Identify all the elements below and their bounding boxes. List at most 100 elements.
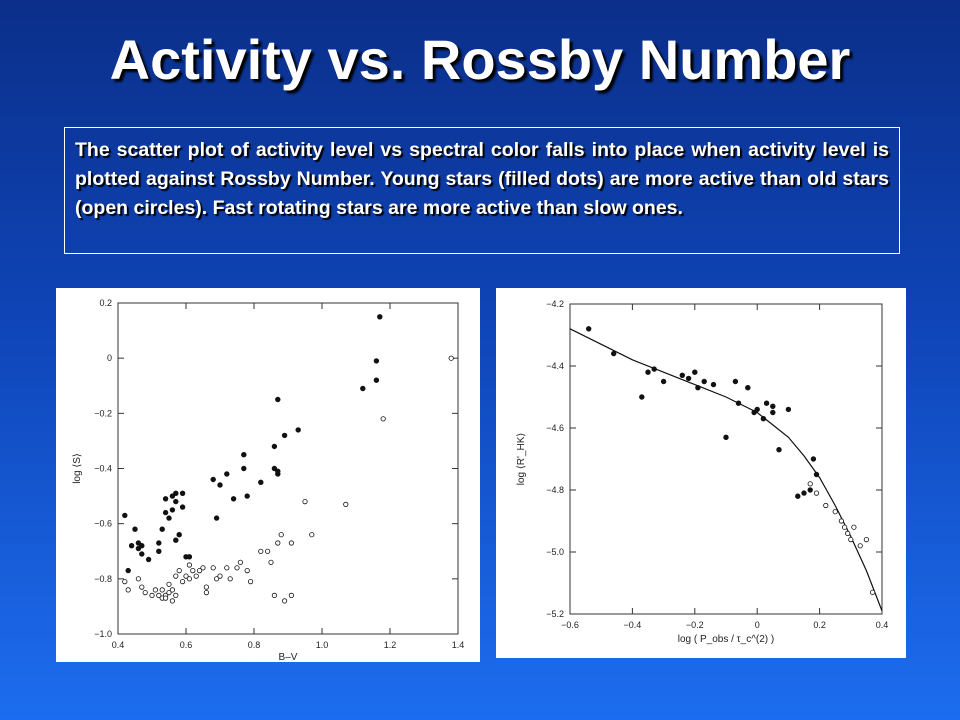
y-tick-label: −1.0 bbox=[94, 629, 112, 639]
filled-point bbox=[660, 378, 667, 385]
open-point bbox=[288, 592, 294, 598]
filled-point bbox=[685, 375, 692, 382]
y-tick-label: −5.0 bbox=[546, 547, 564, 557]
filled-point bbox=[125, 567, 131, 574]
x-tick-label: 1.2 bbox=[384, 640, 397, 650]
filled-point bbox=[156, 540, 162, 546]
open-point bbox=[152, 587, 159, 593]
open-point bbox=[275, 540, 281, 546]
filled-point bbox=[776, 447, 782, 453]
filled-point bbox=[258, 479, 264, 486]
filled-point bbox=[785, 406, 792, 413]
filled-point bbox=[132, 526, 138, 532]
open-point bbox=[848, 537, 854, 543]
y-tick-label: −0.4 bbox=[94, 464, 112, 474]
filled-point bbox=[807, 487, 813, 493]
filled-point bbox=[135, 545, 142, 552]
open-point bbox=[234, 565, 240, 571]
open-point bbox=[838, 518, 844, 524]
activity-vs-rossby-chart: −0.6 −0.4 −0.2 0 0.2 0.4 −4.2 −4.4 −4.6 −4.8 −5.0 −… bbox=[516, 299, 888, 645]
filled-point bbox=[373, 358, 380, 364]
open-point bbox=[122, 578, 128, 585]
open-point bbox=[227, 576, 233, 582]
open-point bbox=[248, 578, 254, 585]
open-point bbox=[125, 587, 131, 593]
filled-point bbox=[241, 452, 247, 458]
open-point bbox=[282, 598, 288, 604]
open-point bbox=[193, 573, 199, 579]
slide-title: Activity vs. Rossby Number bbox=[109, 28, 851, 91]
filled-point bbox=[128, 543, 135, 549]
filled-point bbox=[745, 384, 751, 391]
x-axis-label: B–V bbox=[279, 652, 298, 662]
filled-point bbox=[695, 384, 701, 391]
y-tick-label: −4.6 bbox=[546, 423, 564, 433]
y-axis-label: log ⟨S⟩ bbox=[72, 453, 83, 484]
open-point bbox=[302, 499, 308, 505]
filled-point bbox=[275, 396, 281, 403]
filled-point bbox=[241, 465, 247, 472]
filled-point bbox=[271, 465, 278, 472]
filled-point bbox=[645, 369, 651, 375]
filled-point bbox=[275, 468, 281, 475]
filled-point bbox=[169, 507, 176, 513]
open-point bbox=[173, 592, 179, 598]
filled-point bbox=[723, 434, 729, 441]
filled-point bbox=[732, 378, 739, 385]
filled-point bbox=[145, 556, 152, 563]
activity-vs-color-chart: 0.4 0.6 0.8 1.0 1.2 1.4 0.2 0 −0.2 −0.4 −0.6 −0.8 −1… bbox=[72, 298, 464, 663]
y-axis-label: log ⟨R'_HK⟩ bbox=[516, 433, 527, 486]
x-tick-label: −0.2 bbox=[686, 620, 704, 630]
open-point bbox=[869, 589, 876, 595]
open-point bbox=[149, 592, 155, 598]
filled-point bbox=[639, 394, 645, 400]
x-tick-label: 1.0 bbox=[316, 640, 329, 650]
filled-point bbox=[360, 385, 366, 392]
filled-point bbox=[610, 350, 617, 357]
filled-point bbox=[295, 427, 301, 433]
open-point bbox=[813, 490, 820, 496]
open-point bbox=[258, 548, 264, 554]
filled-point bbox=[213, 515, 220, 521]
open-point bbox=[197, 567, 203, 574]
filled-point bbox=[373, 377, 380, 383]
filled-point bbox=[186, 554, 193, 560]
filled-point bbox=[651, 366, 657, 372]
open-point bbox=[139, 584, 145, 590]
open-point bbox=[271, 592, 277, 598]
y-tick-label: −4.2 bbox=[546, 299, 564, 309]
filled-point bbox=[173, 498, 179, 505]
y-tick-label: 0 bbox=[107, 353, 112, 363]
x-tick-label: 0.8 bbox=[248, 640, 261, 650]
open-point bbox=[142, 589, 148, 596]
open-point bbox=[210, 565, 216, 571]
filled-point bbox=[735, 400, 742, 406]
open-point bbox=[180, 578, 186, 585]
filled-point bbox=[139, 551, 145, 557]
open-point bbox=[237, 559, 243, 565]
filled-point bbox=[139, 543, 145, 549]
filled-point bbox=[801, 490, 807, 496]
caption-box: The scatter plot of activity level vs sp… bbox=[64, 127, 900, 254]
open-point bbox=[380, 416, 386, 422]
open-point bbox=[200, 565, 206, 571]
filled-point bbox=[244, 493, 250, 499]
open-point bbox=[278, 532, 284, 538]
filled-point bbox=[763, 400, 770, 406]
filled-point bbox=[770, 403, 776, 410]
filled-point bbox=[701, 378, 707, 385]
open-point bbox=[807, 481, 813, 487]
open-point bbox=[135, 576, 142, 582]
filled-point bbox=[585, 326, 592, 332]
open-point bbox=[183, 573, 189, 579]
open-point bbox=[173, 573, 179, 579]
open-point bbox=[217, 573, 223, 579]
filled-point bbox=[173, 490, 179, 497]
open-point bbox=[857, 543, 863, 549]
x-tick-label: 0.6 bbox=[180, 640, 193, 650]
x-tick-label: −0.6 bbox=[561, 620, 579, 630]
filled-point bbox=[176, 532, 182, 538]
right-chart-panel: −0.6 −0.4 −0.2 0 0.2 0.4 −4.2 −4.4 −4.6 −4.8 −5.0 −… bbox=[496, 288, 906, 658]
filled-point bbox=[679, 372, 686, 379]
filled-point bbox=[760, 416, 767, 422]
